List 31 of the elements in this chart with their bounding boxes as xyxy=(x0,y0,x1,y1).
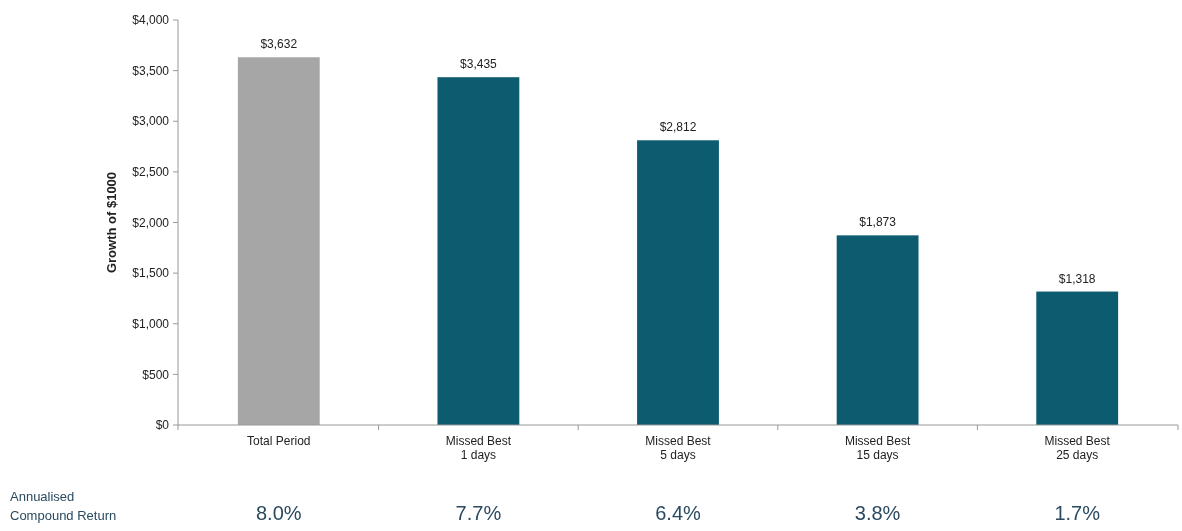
y-tick-label: $3,000 xyxy=(132,114,170,129)
x-tick-label: Missed Best 5 days xyxy=(645,434,712,462)
text: 6.4% xyxy=(655,502,702,524)
bar xyxy=(437,77,520,425)
y-axis-title: Growth of $1000 xyxy=(104,171,119,274)
data-label: $1,873 xyxy=(859,215,897,230)
y-tick-label: $1,000 xyxy=(132,316,170,331)
y-tick-label: $500 xyxy=(142,367,170,382)
text: 1.7% xyxy=(1054,502,1101,524)
y-tick-label: $1,500 xyxy=(132,266,170,281)
y-tick-label: $0 xyxy=(155,418,170,433)
y-tick-label: $2,500 xyxy=(132,165,170,180)
x-tick-label: Missed Best 15 days xyxy=(844,434,911,462)
bar xyxy=(1036,291,1119,425)
bar xyxy=(637,140,719,425)
text: 3.8% xyxy=(854,502,901,524)
data-label: $3,435 xyxy=(460,57,498,72)
text: 8.0% xyxy=(256,502,302,524)
data-label: $1,318 xyxy=(1058,271,1096,286)
x-tick-label: Missed Best 1 days xyxy=(445,434,512,462)
x-tick-label: Missed Best 25 days xyxy=(1044,434,1111,462)
data-label: $2,812 xyxy=(659,120,697,135)
bar xyxy=(237,57,320,425)
text: 7.7% xyxy=(455,502,502,524)
x-tick-label: Total Period xyxy=(247,434,311,448)
text: Annualised Compound Return xyxy=(10,489,117,523)
y-tick-label: $3,500 xyxy=(132,63,170,78)
data-label: $3,632 xyxy=(260,37,298,52)
y-tick-label: $2,000 xyxy=(132,215,170,230)
bar xyxy=(836,235,919,425)
y-tick-label: $4,000 xyxy=(132,13,170,28)
